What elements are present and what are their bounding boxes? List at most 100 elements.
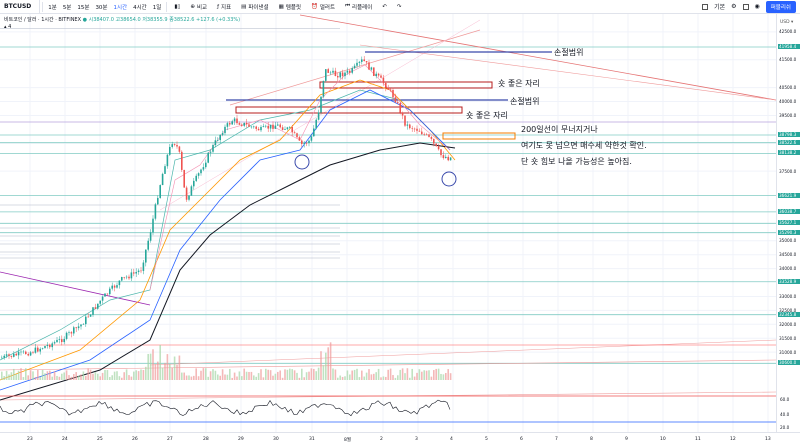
candle-body: [346, 70, 349, 73]
camera-icon[interactable]: ◉: [754, 3, 760, 10]
volume-bar: [58, 376, 61, 380]
chart-legend: 비트코인 / 달러 · 1시간 · BITFINEX ● 시38407.0 고3…: [4, 17, 240, 31]
candle-body: [370, 67, 373, 70]
trendline: [149, 339, 777, 366]
candle-body: [404, 115, 406, 126]
volume-bar: [375, 372, 377, 380]
candle-body: [195, 175, 197, 181]
replay-button[interactable]: ⏮ 리플레이: [340, 3, 377, 11]
candle-body: [375, 73, 377, 76]
volume-bar: [339, 375, 341, 380]
price-level-badge: 41958.4: [778, 44, 800, 49]
candle-body: [291, 127, 293, 133]
volume-bar: [418, 369, 421, 380]
volume-bar: [121, 377, 123, 380]
volume-bar: [370, 374, 373, 380]
volume-bar: [133, 371, 135, 380]
circle-markers: [294, 154, 457, 187]
candle-body: [92, 307, 94, 315]
volume-bar: [161, 367, 164, 380]
volume-bar: [22, 377, 25, 380]
undo-button[interactable]: ↶: [377, 4, 392, 10]
publish-button[interactable]: 퍼블리쉬: [765, 0, 796, 13]
volume-bar: [332, 368, 334, 380]
interval-30m[interactable]: 30분: [95, 4, 108, 11]
layout-icon[interactable]: [702, 3, 709, 10]
candle-body: [41, 348, 44, 349]
volume-bar: [164, 362, 166, 380]
currency-selector[interactable]: USD ▾: [780, 20, 794, 25]
redo-button[interactable]: ↷: [392, 4, 407, 10]
volume-bar: [293, 370, 296, 380]
volume-bar: [262, 377, 265, 380]
volume-bar: [257, 373, 260, 380]
alert-label: 얼러트: [319, 4, 336, 11]
volume-bar: [317, 367, 320, 380]
volume-bar: [409, 377, 411, 380]
candle-body: [305, 143, 308, 144]
interval-1h[interactable]: 1시간: [113, 4, 128, 11]
note-line-1[interactable]: 200일선이 무너지거나: [521, 125, 598, 134]
templates-label: 템플릿: [285, 4, 302, 11]
settings-icon[interactable]: ⚙: [731, 3, 737, 10]
short-entry-label-1[interactable]: 숏 좋은 자리: [498, 79, 540, 88]
stop-loss-label-1[interactable]: 손절범위: [554, 48, 584, 57]
templates-button[interactable]: ▦ 템플릿: [274, 3, 306, 11]
price-chart[interactable]: [0, 14, 800, 432]
candle-body: [380, 75, 382, 78]
alert-button[interactable]: ⏰ 얼러트: [306, 3, 340, 11]
volume-bar: [303, 377, 305, 380]
volume-bar: [351, 370, 353, 380]
financials-button[interactable]: ▤ 파이낸셜: [236, 3, 273, 11]
volume-bar: [327, 347, 329, 380]
volume-bar: [281, 377, 284, 380]
time-tick-label: 6: [520, 437, 523, 442]
short-entry-label-2[interactable]: 숏 좋은 자리: [466, 111, 508, 120]
layout-label[interactable]: 기본: [714, 4, 726, 11]
candle-body: [260, 126, 262, 131]
indicator-count[interactable]: 4: [8, 24, 12, 30]
volume-bar: [37, 370, 39, 380]
compare-label: 비교: [196, 4, 208, 11]
candle-body: [190, 186, 193, 196]
interval-5m[interactable]: 5분: [62, 4, 72, 11]
volume-bar: [219, 375, 221, 380]
volume-bar: [404, 373, 406, 380]
volume-bar: [291, 369, 293, 380]
volume-bar: [401, 368, 404, 380]
note-line-3[interactable]: 단 숏 힘보 나올 가능성은 높아짐.: [521, 157, 632, 166]
stop-loss-label-2[interactable]: 손절범위: [510, 97, 540, 106]
collapse-legend-icon[interactable]: ▴: [4, 24, 7, 30]
fullscreen-icon[interactable]: [742, 3, 749, 10]
candle-body: [185, 187, 188, 200]
time-axis[interactable]: 23 24 25 26 27 28 29 30 31 8월 2 3 4 5 6 7 8 9 10 11 12 13: [0, 432, 800, 446]
volume-bar: [152, 349, 154, 380]
interval-1d[interactable]: 1일: [152, 4, 162, 11]
chart-type-button[interactable]: ▮▯: [169, 4, 185, 10]
candle-body: [279, 124, 281, 128]
indicators-button[interactable]: ƒ 지표: [212, 3, 236, 11]
symbol-search[interactable]: BTCUSD: [0, 0, 41, 14]
candle-body: [15, 353, 17, 356]
interval-15m[interactable]: 15분: [77, 4, 90, 11]
price-axis[interactable]: 42500.041500.040500.040000.039500.038500…: [776, 14, 800, 432]
candle-body: [53, 342, 56, 344]
time-tick-label: 8월: [344, 438, 352, 443]
candle-body: [418, 130, 421, 132]
interval-1m[interactable]: 1분: [48, 4, 57, 11]
low-marker-circle: [294, 154, 310, 170]
volume-bar: [17, 370, 20, 380]
candle-body: [85, 316, 87, 325]
candle-body: [171, 144, 173, 147]
candle-body: [1, 357, 3, 359]
volume-bar: [277, 371, 279, 380]
candle-body: [113, 285, 116, 288]
candle-body: [27, 354, 29, 356]
price-tick-label: 39500.0: [779, 112, 797, 118]
compare-button[interactable]: ⊕ 비교: [185, 3, 212, 11]
interval-4h[interactable]: 4시간: [133, 4, 147, 11]
note-line-2[interactable]: 여기도 못 넘으면 매수세 약한것 확인.: [521, 141, 647, 150]
time-tick-label: 10: [660, 437, 666, 442]
volume-bar: [92, 373, 94, 380]
